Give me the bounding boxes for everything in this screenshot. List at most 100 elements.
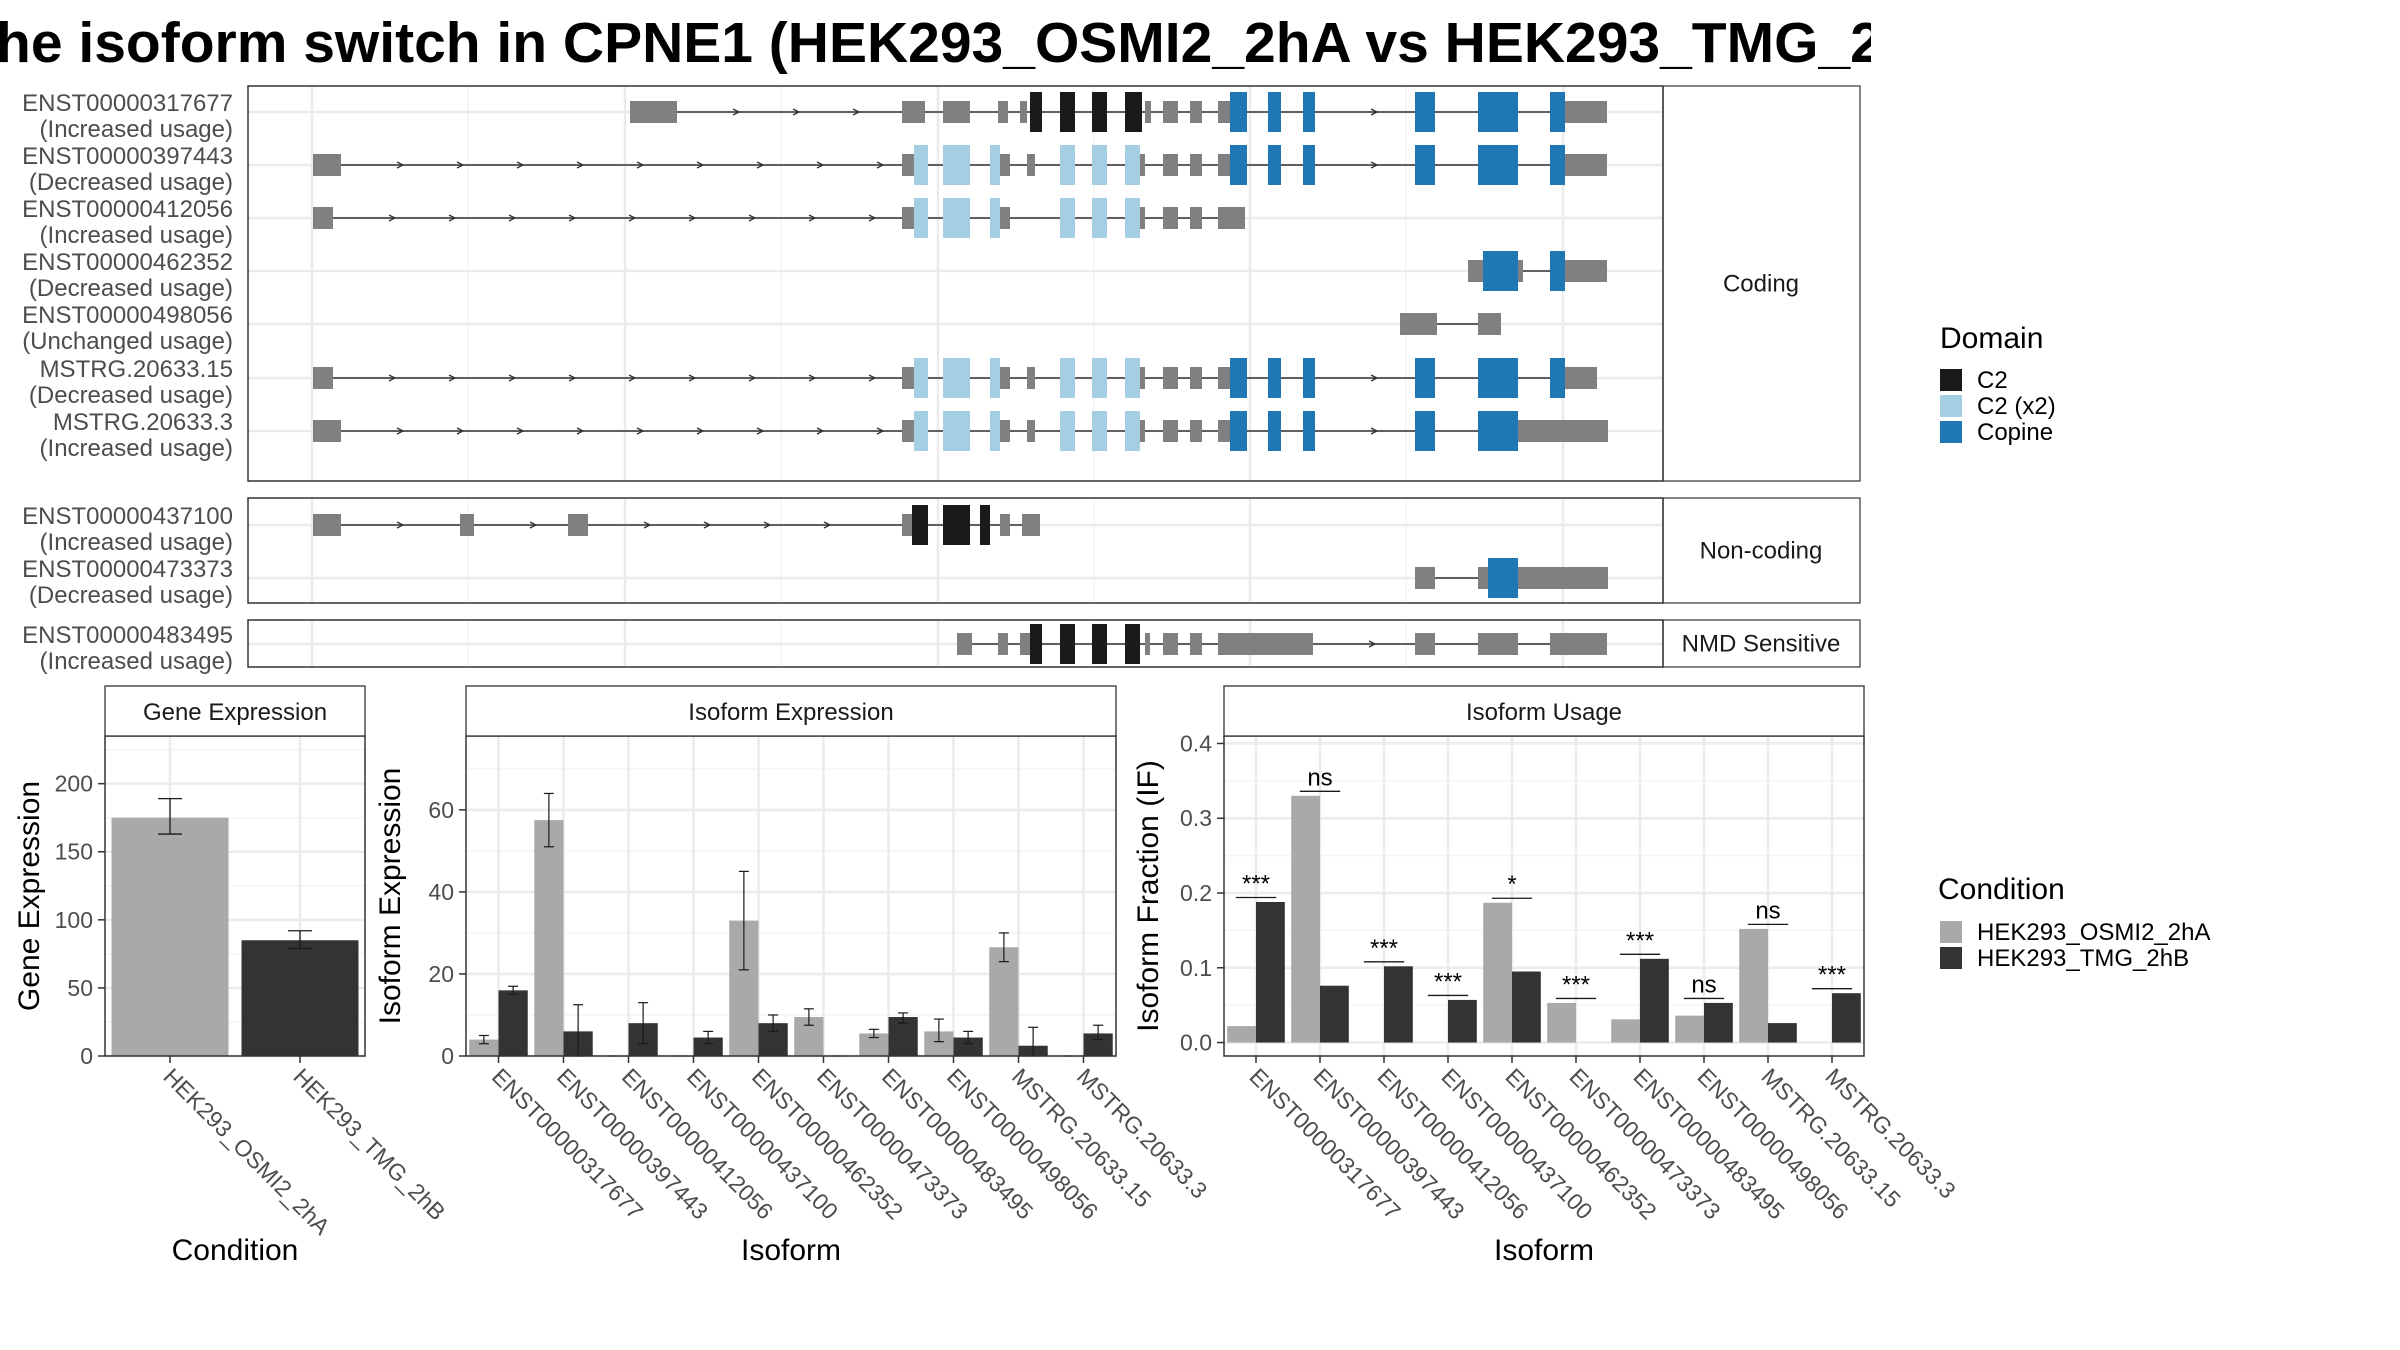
y-tick-label: 0.2	[1180, 880, 1212, 906]
exon-block	[1415, 567, 1435, 589]
exon-block	[1230, 358, 1247, 398]
exon-block	[1268, 411, 1281, 451]
transcript-id-label: ENST00000473373	[22, 556, 233, 583]
intron-arrow	[576, 161, 585, 169]
bar	[1256, 901, 1285, 1043]
exon-block	[313, 367, 333, 389]
significance-label: ***	[1818, 962, 1846, 989]
exon-block	[1303, 145, 1315, 185]
x-axis-title: Condition	[172, 1234, 299, 1267]
y-tick-label: 0.3	[1180, 805, 1212, 831]
y-tick-label: 0.4	[1180, 730, 1212, 756]
exon-block	[1092, 624, 1107, 664]
y-tick-label: 50	[67, 975, 93, 1001]
exon-block	[1230, 145, 1247, 185]
transcript-usage-label: (Unchanged usage)	[22, 328, 233, 355]
transcript-id-label: MSTRG.20633.3	[53, 409, 233, 436]
chart-title: he isoform switch in CPNE1 (HEK293_OSMI2…	[0, 11, 1871, 75]
bar	[1320, 985, 1349, 1043]
exon-block	[1092, 358, 1107, 398]
significance-label: *	[1507, 871, 1516, 898]
intron-arrow	[868, 374, 877, 382]
intron-arrow	[568, 214, 577, 222]
bar	[1483, 902, 1512, 1043]
transcript-id-label: ENST00000437100	[22, 503, 233, 530]
intron-arrow	[748, 214, 757, 222]
transcript-usage-label: (Increased usage)	[40, 435, 233, 462]
exon-block	[1163, 154, 1178, 176]
exon-block	[1478, 313, 1501, 335]
exon-block	[1518, 260, 1523, 282]
chart-strip	[1223, 685, 1865, 737]
exon-block	[1565, 101, 1577, 123]
exon-block	[902, 420, 914, 442]
exon-block	[1125, 411, 1140, 451]
intron-arrow	[508, 214, 517, 222]
bar	[859, 1033, 889, 1056]
exon-block	[902, 207, 914, 229]
exon-block	[1190, 154, 1202, 176]
intron-arrow	[396, 161, 405, 169]
significance-label: ns	[1691, 971, 1716, 998]
domain-legend-key	[1940, 369, 1962, 391]
chart-strip	[104, 685, 366, 737]
exon-block	[943, 411, 970, 451]
intron-arrow	[703, 521, 712, 529]
exon-block	[1060, 411, 1075, 451]
exon-block	[902, 154, 914, 176]
exon-block	[1550, 145, 1565, 185]
intron-arrow	[448, 374, 457, 382]
exon-block	[1565, 154, 1577, 176]
exon-block	[1163, 633, 1178, 655]
bar	[1832, 993, 1861, 1043]
intron-arrow	[808, 214, 817, 222]
bar	[693, 1037, 723, 1056]
exon-block	[1478, 358, 1518, 398]
y-tick-label: 200	[55, 771, 93, 797]
transcript-usage-label: (Increased usage)	[40, 529, 233, 556]
exon-block	[1218, 101, 1230, 123]
facet-strip-label: Coding	[1723, 271, 1799, 298]
significance-label: ***	[1434, 968, 1462, 995]
exon-block	[1478, 145, 1518, 185]
exon-block	[1565, 367, 1577, 389]
exon-block	[1163, 101, 1178, 123]
exon-block	[1577, 260, 1607, 282]
bar	[1083, 1033, 1113, 1056]
intron-arrow	[823, 521, 832, 529]
transcript-id-label: ENST00000498056	[22, 302, 233, 329]
bar	[1611, 1019, 1640, 1043]
y-tick-label: 0.0	[1180, 1030, 1212, 1056]
intron-arrow	[636, 427, 645, 435]
exon-block	[1478, 633, 1518, 655]
exon-block	[1518, 420, 1608, 442]
bar	[1384, 966, 1413, 1043]
exon-block	[1415, 145, 1435, 185]
exon-block	[1163, 207, 1178, 229]
intron-arrow	[388, 214, 397, 222]
exon-block	[980, 505, 990, 545]
intron-arrow	[388, 374, 397, 382]
exon-block	[1248, 633, 1313, 655]
structure-panel-border	[247, 85, 1664, 482]
transcript-usage-label: (Decreased usage)	[29, 169, 233, 196]
exon-block	[1020, 633, 1030, 655]
bar	[1675, 1015, 1704, 1043]
bar	[1739, 928, 1768, 1043]
y-tick-label: 150	[55, 839, 93, 865]
exon-block	[1000, 154, 1010, 176]
exon-block	[1303, 358, 1315, 398]
intron-arrow	[1368, 640, 1377, 648]
intron-arrow	[448, 214, 457, 222]
exon-block	[1218, 633, 1248, 655]
exon-block	[914, 358, 928, 398]
exon-block	[1125, 198, 1140, 238]
intron-arrow	[696, 427, 705, 435]
domain-legend-title: Domain	[1940, 322, 2043, 355]
exon-block	[998, 633, 1008, 655]
exon-block	[902, 367, 914, 389]
intron-arrow	[576, 427, 585, 435]
y-tick-label: 20	[428, 961, 454, 987]
